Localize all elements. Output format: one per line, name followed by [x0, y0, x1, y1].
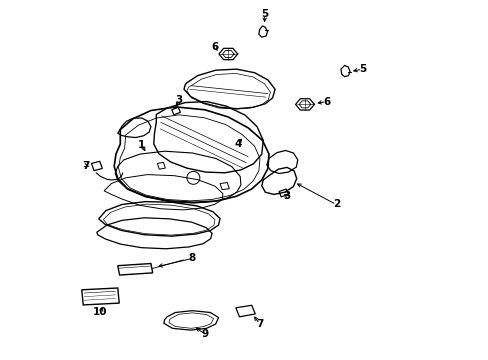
Text: 6: 6 — [211, 42, 218, 52]
Text: 10: 10 — [93, 307, 107, 318]
Text: 6: 6 — [322, 96, 329, 107]
Text: 5: 5 — [261, 9, 268, 19]
Text: 4: 4 — [234, 139, 241, 149]
Text: 5: 5 — [358, 64, 366, 74]
Text: 9: 9 — [201, 329, 208, 339]
Text: 3: 3 — [283, 191, 290, 201]
Text: 3: 3 — [175, 95, 182, 105]
Text: 7: 7 — [82, 161, 90, 171]
Text: 1: 1 — [138, 140, 145, 150]
Text: 8: 8 — [188, 253, 196, 264]
Text: 2: 2 — [332, 199, 339, 210]
Text: 7: 7 — [255, 319, 263, 329]
